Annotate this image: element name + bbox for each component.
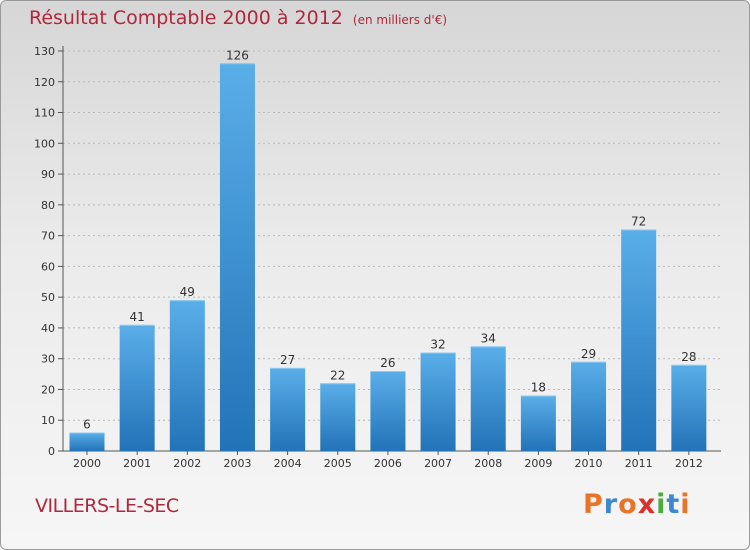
y-tick-label: 40 [41,322,55,335]
y-tick-label: 20 [41,383,55,396]
bar-value-label: 18 [531,381,546,395]
y-tick-label: 0 [48,445,55,458]
bar [320,383,356,451]
bar [671,364,707,451]
bar-value-label: 29 [581,347,596,361]
bar-value-label: 34 [481,331,496,345]
bar [370,371,406,451]
bar [621,229,657,451]
bar-value-label: 126 [226,48,249,62]
x-tick-label: 2004 [274,457,302,470]
bar [119,324,155,451]
x-tick-label: 2003 [223,457,251,470]
logo-letter: r [603,489,619,520]
town-name: VILLERS-LE-SEC [35,495,179,517]
x-tick-label: 2011 [625,457,653,470]
bar-value-label: 28 [681,350,696,364]
y-tick-label: 100 [34,137,55,150]
y-tick-label: 60 [41,260,55,273]
x-tick-label: 2002 [173,457,201,470]
x-tick-label: 2000 [73,457,101,470]
x-tick-label: 2005 [324,457,352,470]
chart-title: Résultat Comptable 2000 à 2012 (en millie… [29,7,447,29]
x-tick-label: 2001 [123,457,151,470]
chart-unit: (en milliers d'€) [352,13,448,27]
bars: 6 41 49 126 27 22 26 32 34 18 29 72 28 [69,48,707,452]
bar-value-label: 32 [430,338,445,352]
logo-letter: i [656,489,667,520]
y-tick-label: 50 [41,291,55,304]
y-tick-label: 120 [34,76,55,89]
bar [520,395,556,451]
y-tick-label: 130 [34,45,55,58]
proxiti-logo: Proxiti [583,489,691,520]
x-tick-label: 2008 [474,457,502,470]
y-tick-label: 90 [41,168,55,181]
bar [420,352,456,451]
x-tick-label: 2012 [675,457,703,470]
bar-value-label: 6 [83,418,91,432]
bar [571,361,607,451]
logo-letter: o [618,489,638,520]
bar-value-label: 26 [380,356,395,370]
bar [270,367,306,451]
x-tick-label: 2010 [575,457,603,470]
logo-letter: P [583,489,604,520]
bar-value-label: 49 [180,285,195,299]
bar [219,63,255,452]
x-tick-label: 2009 [524,457,552,470]
y-tick-label: 70 [41,230,55,243]
y-tick-label: 110 [34,107,55,120]
bar-value-label: 72 [631,214,646,228]
y-tick-label: 30 [41,353,55,366]
x-tick-label: 2007 [424,457,452,470]
bar [69,432,105,451]
bar-value-label: 22 [330,368,345,382]
x-tick-label: 2006 [374,457,402,470]
bar-value-label: 27 [280,353,295,367]
bar-value-label: 41 [130,310,145,324]
logo-letter: t [666,489,681,520]
y-tick-label: 10 [41,414,55,427]
chart-title-text: Résultat Comptable 2000 à 2012 [29,7,343,29]
y-tick-label: 80 [41,199,55,212]
bar [470,346,506,451]
logo-letter: i [680,489,691,520]
logo-letter: x [637,489,657,520]
bar [169,300,205,451]
